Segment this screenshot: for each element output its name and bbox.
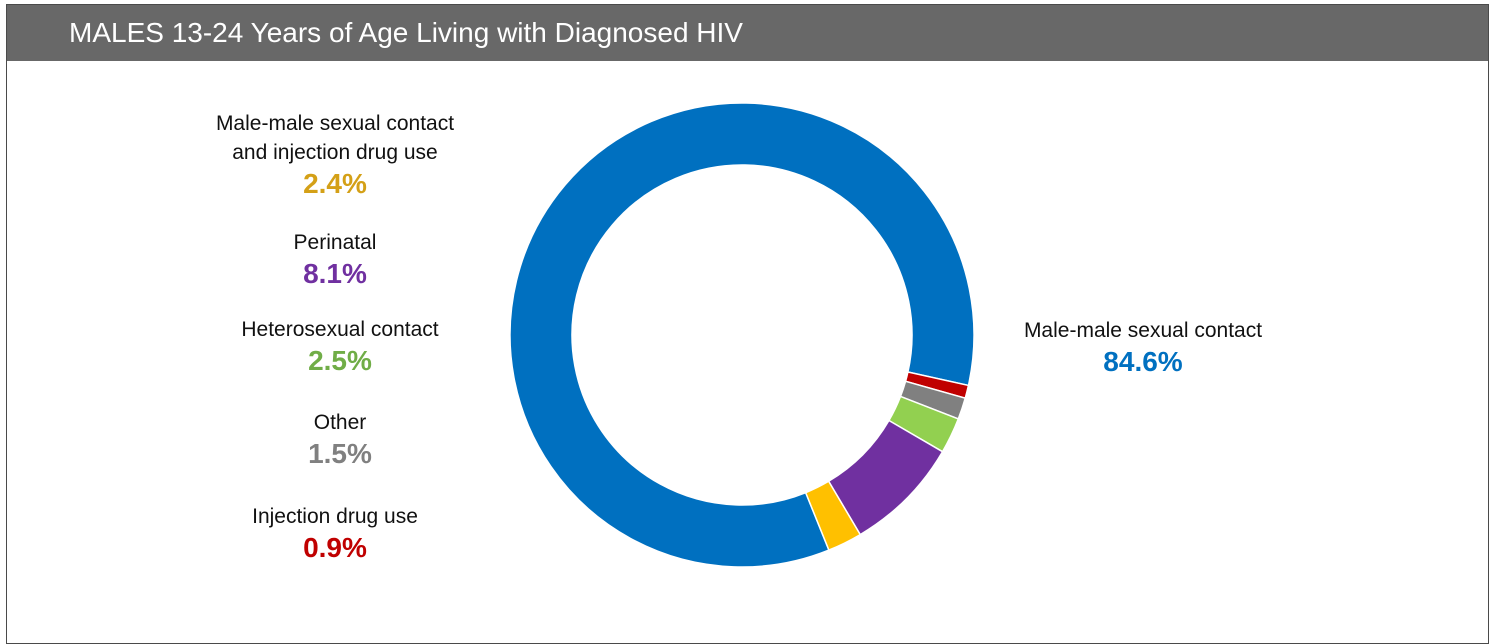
label-percent: 0.9%	[303, 532, 367, 563]
label-perinatal: Perinatal 8.1%	[235, 228, 435, 291]
label-mmsc-and-idu: Male-male sexual contact and injection d…	[185, 109, 485, 201]
label-other: Other 1.5%	[240, 408, 440, 471]
title-bar: MALES 13-24 Years of Age Living with Dia…	[7, 5, 1488, 61]
label-name-line1: Male-male sexual contact	[215, 112, 455, 135]
donut-slice-male-male-sexual-contact-and-injection-drug-use	[804, 480, 862, 552]
label-name: Injection drug use	[252, 505, 418, 528]
label-percent: 8.1%	[303, 258, 367, 289]
label-male-male-sexual-contact: Male-male sexual contact 84.6%	[1000, 316, 1286, 379]
label-name-line2: and injection drug use	[232, 141, 438, 164]
label-heterosexual-contact: Heterosexual contact 2.5%	[215, 315, 465, 378]
label-percent: 84.6%	[1103, 346, 1183, 377]
label-injection-drug-use: Injection drug use 0.9%	[225, 502, 445, 565]
label-name: Perinatal	[293, 231, 377, 254]
label-name: Heterosexual contact	[241, 318, 439, 341]
label-name: Male-male sexual contact	[1023, 319, 1263, 342]
donut-slice-male-male-sexual-contact	[509, 102, 975, 568]
label-name: Other	[313, 411, 367, 434]
label-percent: 1.5%	[308, 438, 372, 469]
chart-title: MALES 13-24 Years of Age Living with Dia…	[69, 17, 743, 48]
label-percent: 2.4%	[303, 168, 367, 199]
label-percent: 2.5%	[308, 345, 372, 376]
